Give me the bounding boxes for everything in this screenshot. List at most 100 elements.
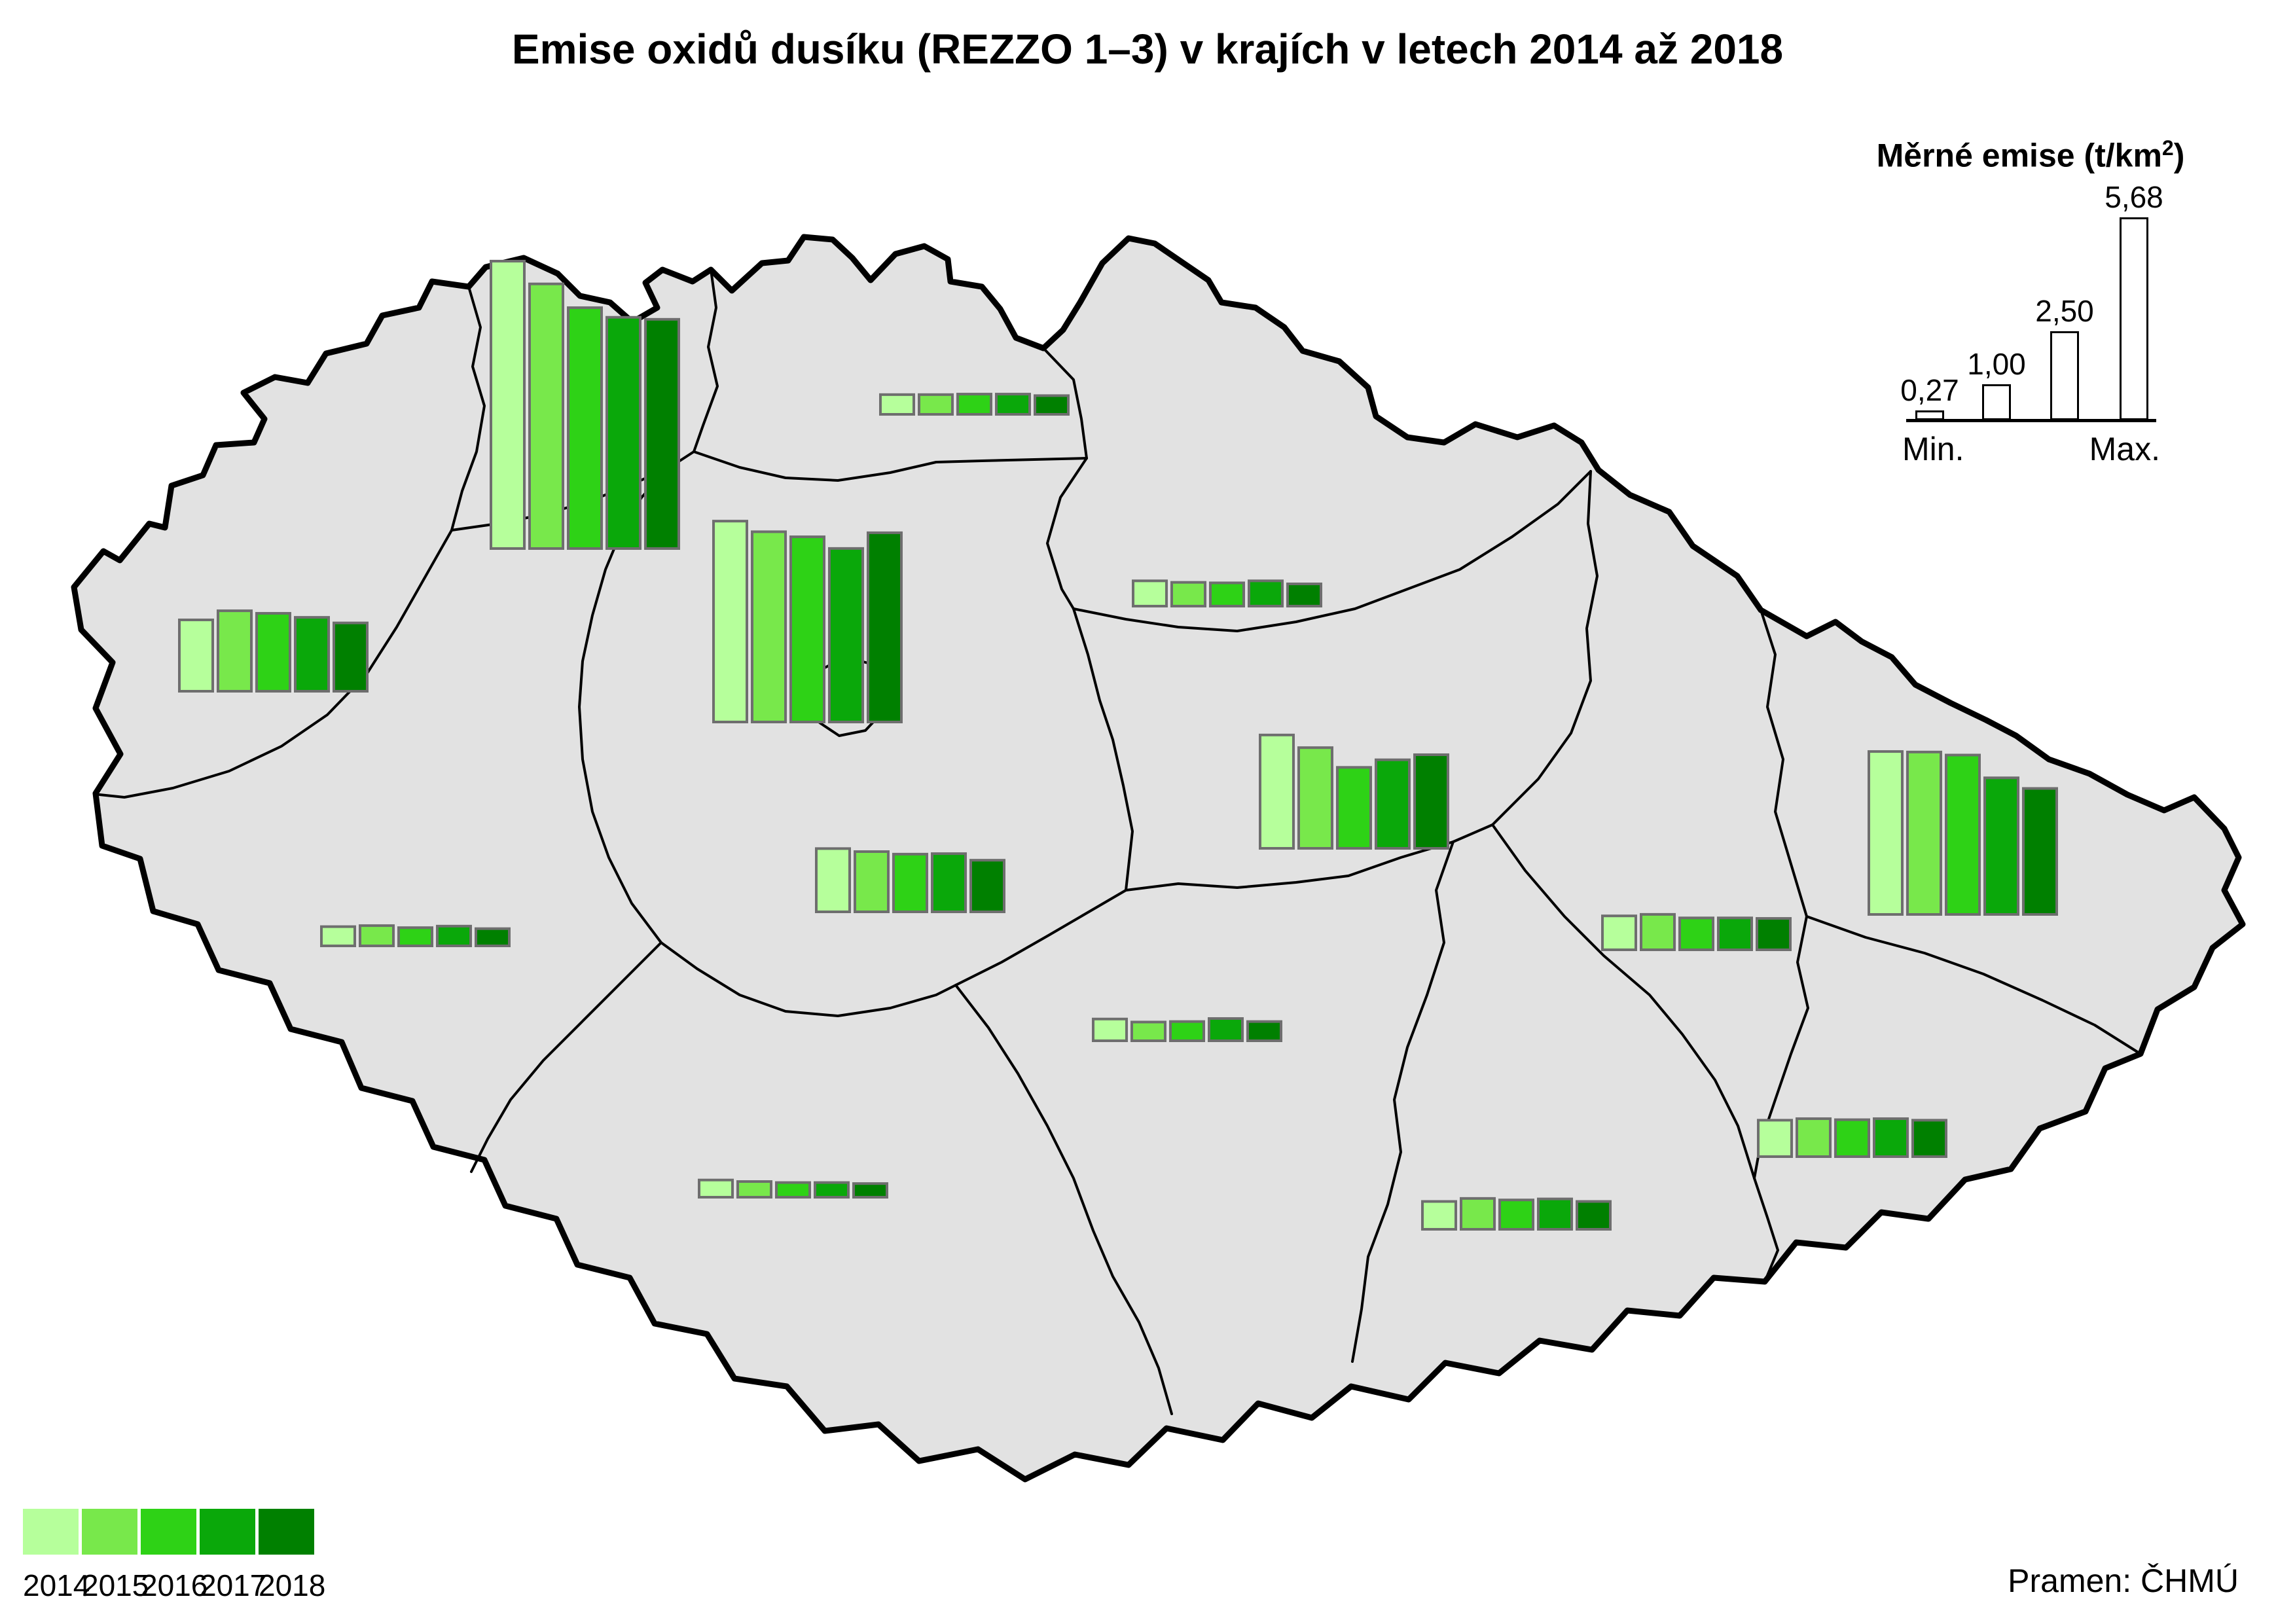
bar-Zlínský kraj-2017 bbox=[1873, 1117, 1909, 1159]
bar-Jihočeský kraj-2015 bbox=[736, 1180, 772, 1199]
bar-group-Olomoucký kraj bbox=[1601, 912, 1792, 952]
bar-Karlovarský kraj-2014 bbox=[178, 619, 214, 693]
source-text: Pramen: ČHMÚ bbox=[2008, 1562, 2239, 1599]
scale-bar-value: 5,68 bbox=[2105, 179, 2163, 214]
bar-Karlovarský kraj-2016 bbox=[255, 611, 291, 693]
scale-bar-5,68 bbox=[2120, 217, 2148, 420]
bar-Plzeňský kraj-2014 bbox=[320, 925, 356, 947]
bar-Praha-2014 bbox=[712, 520, 748, 724]
bar-Plzeňský kraj-2016 bbox=[397, 926, 433, 947]
scale-legend-title: Měrné emise (t/km2) bbox=[1876, 136, 2185, 174]
scale-bar-value: 2,50 bbox=[2035, 293, 2094, 328]
year-label: 2016 bbox=[141, 1568, 208, 1602]
bar-group-Plzeňský kraj bbox=[320, 924, 511, 948]
bar-Kraj Vysočina-2016 bbox=[1169, 1020, 1205, 1042]
bar-Olomoucký kraj-2017 bbox=[1717, 916, 1753, 952]
bar-group-Zlínský kraj bbox=[1757, 1117, 1947, 1159]
bar-Pardubický kraj-2015 bbox=[1297, 746, 1333, 850]
scale-legend-axis bbox=[1906, 419, 2156, 422]
bar-group-Moravskoslezský kraj bbox=[1868, 750, 2058, 916]
year-legend-item-2016: 2016 bbox=[141, 1509, 208, 1603]
bar-Liberecký kraj-2017 bbox=[995, 393, 1031, 416]
year-swatch-2017 bbox=[200, 1509, 255, 1555]
bar-Plzeňský kraj-2017 bbox=[436, 924, 472, 948]
bar-group-Pardubický kraj bbox=[1259, 733, 1449, 850]
bar-Kraj Vysočina-2015 bbox=[1130, 1020, 1166, 1043]
bar-Kraj Vysočina-2014 bbox=[1092, 1017, 1128, 1042]
bar-Moravskoslezský kraj-2018 bbox=[2022, 787, 2058, 916]
bar-Plzeňský kraj-2018 bbox=[475, 927, 511, 948]
bar-Středočeský kraj-2014 bbox=[815, 847, 851, 913]
bar-Olomoucký kraj-2018 bbox=[1756, 917, 1792, 951]
bar-Jihočeský kraj-2018 bbox=[852, 1182, 888, 1199]
bar-Praha-2015 bbox=[751, 530, 787, 723]
bar-group-Karlovarský kraj bbox=[178, 609, 369, 693]
bar-Liberecký kraj-2015 bbox=[918, 393, 954, 416]
bar-Zlínský kraj-2015 bbox=[1796, 1117, 1832, 1159]
bar-group-Středočeský kraj bbox=[815, 847, 1005, 914]
bar-Praha-2018 bbox=[867, 531, 903, 723]
bar-Kraj Vysočina-2017 bbox=[1208, 1017, 1244, 1043]
bar-Jihočeský kraj-2016 bbox=[775, 1181, 811, 1199]
bar-Liberecký kraj-2018 bbox=[1034, 394, 1070, 416]
year-legend-item-2014: 2014 bbox=[23, 1509, 90, 1603]
bar-group-Liberecký kraj bbox=[879, 393, 1070, 416]
bar-Praha-2017 bbox=[828, 547, 864, 724]
bar-Liberecký kraj-2014 bbox=[879, 393, 915, 416]
scale-bar-value: 1,00 bbox=[1967, 347, 2026, 382]
bar-Jihomoravský kraj-2015 bbox=[1460, 1197, 1496, 1231]
region-borders bbox=[98, 268, 2142, 1415]
bar-Pardubický kraj-2018 bbox=[1413, 753, 1449, 850]
bar-Ústecký kraj-2016 bbox=[567, 306, 603, 550]
bar-Jihomoravský kraj-2014 bbox=[1421, 1200, 1457, 1231]
year-label: 2018 bbox=[259, 1568, 326, 1602]
bar-Středočeský kraj-2016 bbox=[892, 852, 928, 914]
bar-Moravskoslezský kraj-2015 bbox=[1906, 750, 1942, 916]
year-swatch-2016 bbox=[141, 1509, 196, 1555]
bar-Královéhradecký kraj-2017 bbox=[1248, 579, 1284, 607]
bar-Ústecký kraj-2017 bbox=[605, 316, 642, 550]
year-label: 2017 bbox=[200, 1568, 267, 1602]
bar-Pardubický kraj-2014 bbox=[1259, 733, 1295, 850]
scale-bar-1,00 bbox=[1982, 384, 2011, 420]
bar-Středočeský kraj-2015 bbox=[854, 850, 890, 913]
year-legend-item-2017: 2017 bbox=[200, 1509, 267, 1603]
bar-Jihočeský kraj-2017 bbox=[814, 1181, 850, 1199]
bar-group-Královéhradecký kraj bbox=[1132, 579, 1322, 608]
year-swatch-2018 bbox=[259, 1509, 314, 1555]
page-title: Emise oxidů dusíku (REZZO 1–3) v krajích… bbox=[511, 26, 1784, 73]
bar-Jihomoravský kraj-2016 bbox=[1498, 1199, 1534, 1231]
bar-Pardubický kraj-2016 bbox=[1336, 766, 1372, 850]
bar-Zlínský kraj-2018 bbox=[1911, 1119, 1947, 1158]
bar-Plzeňský kraj-2015 bbox=[359, 924, 395, 947]
bar-Zlínský kraj-2016 bbox=[1834, 1118, 1870, 1159]
bar-group-Praha bbox=[712, 520, 903, 724]
bar-Karlovarský kraj-2015 bbox=[217, 609, 253, 693]
region-bar-charts bbox=[178, 259, 2058, 1231]
bar-Královéhradecký kraj-2016 bbox=[1209, 581, 1245, 608]
year-color-legend: 2014 2015 2016 2017 2018 bbox=[23, 1509, 326, 1603]
bar-Středočeský kraj-2018 bbox=[969, 859, 1005, 914]
scale-min-label: Min. bbox=[1902, 431, 1964, 467]
year-swatch-2015 bbox=[82, 1509, 137, 1555]
bar-group-Jihomoravský kraj bbox=[1421, 1197, 1612, 1231]
bar-Středočeský kraj-2017 bbox=[931, 852, 967, 913]
bar-Kraj Vysočina-2018 bbox=[1246, 1020, 1282, 1042]
bar-Ústecký kraj-2015 bbox=[528, 282, 564, 550]
bar-Královéhradecký kraj-2014 bbox=[1132, 579, 1168, 607]
bar-group-Jihočeský kraj bbox=[698, 1178, 888, 1199]
bar-Olomoucký kraj-2016 bbox=[1678, 916, 1714, 952]
bar-Moravskoslezský kraj-2017 bbox=[1983, 776, 2019, 916]
superscript-2: 2 bbox=[2161, 136, 2174, 160]
bar-Karlovarský kraj-2018 bbox=[333, 621, 369, 693]
bar-Ústecký kraj-2014 bbox=[490, 259, 526, 550]
bar-Olomoucký kraj-2015 bbox=[1640, 912, 1676, 952]
bar-Ústecký kraj-2018 bbox=[644, 317, 680, 550]
bar-Olomoucký kraj-2014 bbox=[1601, 914, 1637, 951]
bar-Jihomoravský kraj-2018 bbox=[1576, 1200, 1612, 1231]
year-label: 2015 bbox=[82, 1568, 149, 1602]
year-legend-item-2018: 2018 bbox=[259, 1509, 326, 1603]
scale-max-label: Max. bbox=[2089, 431, 2160, 467]
